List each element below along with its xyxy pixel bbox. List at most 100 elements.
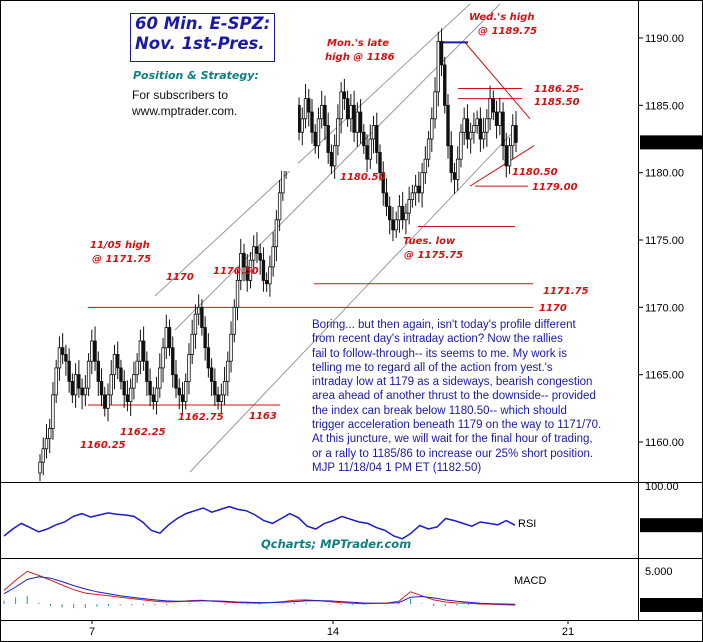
price-annotation: 1170: [166, 272, 194, 283]
candle-body: [475, 118, 479, 126]
candle-body: [310, 111, 314, 133]
candle-body: [235, 279, 240, 308]
candle-body: [119, 367, 123, 382]
chart-title-line-2: Nov. 1st-Pres.: [135, 34, 265, 53]
candle-body: [164, 327, 168, 349]
candle-body: [391, 219, 395, 231]
candle-body: [439, 40, 444, 66]
candle-body: [397, 205, 402, 221]
candle-body: [514, 125, 518, 143]
price-annotation: 1170.50: [213, 266, 259, 277]
candle-body: [174, 374, 178, 389]
candle-body: [41, 448, 45, 463]
candle-body: [420, 172, 424, 194]
candle-body: [326, 125, 330, 153]
candle-body: [384, 192, 389, 207]
candle-body: [485, 118, 489, 133]
price-axis-label: 1175.00: [645, 235, 684, 247]
rsi-last-label: 45.45: [645, 520, 673, 532]
price-axis-label: 1185.00: [645, 100, 684, 112]
price-annotation: 1180.50: [340, 172, 386, 183]
candle-body: [255, 246, 259, 254]
candle-body: [209, 367, 214, 382]
candle-body: [320, 104, 324, 120]
candle-body: [358, 111, 363, 133]
candle-body: [443, 64, 447, 106]
up-trend-line: [469, 145, 535, 187]
candle-body: [190, 333, 194, 355]
candle-body: [472, 125, 476, 133]
price-annotation: 1179.00: [532, 182, 578, 193]
candle-body: [86, 360, 91, 389]
candle-body: [452, 172, 457, 180]
candle-body: [96, 360, 100, 382]
candle-body: [151, 394, 156, 403]
candle-body: [187, 354, 191, 382]
candle-body: [103, 394, 107, 409]
source-credit: Qcharts; MPTrader.com: [261, 537, 412, 551]
commentary-line: telling me to regard all of the action f…: [312, 361, 553, 374]
price-annotation: Wed.'s high: [469, 12, 534, 23]
candle-body: [180, 394, 185, 403]
candle-body: [446, 104, 450, 147]
candle-body: [158, 367, 162, 389]
strategy-label: Position & Strategy:: [133, 69, 259, 82]
commentary-line: area ahead of another thrust to the down…: [312, 390, 596, 403]
commentary-line: MJP 11/18/04 1 PM ET (1182.50): [312, 461, 482, 474]
candle-body: [277, 192, 282, 221]
price-annotation: 1162.75: [178, 412, 224, 423]
price-annotation: @ 1171.75: [92, 254, 151, 265]
price-annotation: 1163: [249, 411, 277, 422]
price-annotation: Tues. low: [403, 236, 456, 247]
candle-body: [336, 118, 340, 147]
candle-body: [300, 118, 304, 133]
price-annotation: 1186.25-: [534, 84, 584, 95]
subscriber-note-line-2: www.mptrader.com.: [132, 104, 238, 118]
trend-channel-line: [174, 3, 501, 331]
candle-body: [388, 205, 392, 221]
candle-body: [329, 152, 334, 167]
candle-body: [365, 145, 369, 160]
x-axis-label: 21: [562, 626, 574, 638]
candle-body: [352, 104, 356, 133]
candle-body: [54, 367, 58, 396]
candle-body: [349, 104, 353, 120]
candle-body: [433, 91, 437, 120]
candle-body: [258, 253, 262, 261]
candle-body: [213, 380, 217, 396]
commentary-text: Boring... but then again, isn't today's …: [312, 318, 630, 475]
candle-body: [456, 158, 460, 180]
candle-body: [313, 131, 317, 147]
chart-title-box: 60 Min. E-SPZ: Nov. 1st-Pres.: [130, 13, 275, 62]
candle-body: [80, 387, 84, 396]
candle-body: [226, 360, 230, 382]
macd-last-box: [640, 598, 702, 612]
candle-body: [307, 98, 311, 113]
candle-body: [154, 387, 159, 402]
candle-body: [106, 394, 110, 409]
candle-body: [355, 111, 360, 133]
x-axis-label: 7: [89, 626, 95, 638]
candle-body: [491, 98, 496, 113]
candle-body: [167, 327, 172, 349]
candle-body: [371, 125, 376, 140]
candle-body: [128, 387, 133, 402]
commentary-line: trigger acceleration beneath 1179 on the…: [312, 419, 602, 432]
candle-body: [426, 138, 431, 160]
rsi-line: [3, 505, 516, 540]
candle-body: [498, 111, 502, 126]
candle-body: [203, 327, 207, 349]
trend-channel-line: [189, 129, 516, 473]
candle-body: [161, 347, 165, 369]
candle-body: [303, 98, 308, 120]
candle-body: [248, 259, 253, 281]
candle-body: [232, 306, 236, 335]
candle-body: [468, 131, 473, 140]
candle-body: [488, 98, 492, 120]
candle-body: [38, 461, 42, 474]
candle-body: [193, 313, 198, 335]
candle-body: [345, 98, 350, 120]
candle-body: [116, 354, 120, 369]
candle-body: [109, 374, 113, 396]
commentary-line: the index can break below 1180.50-- whic…: [312, 404, 567, 417]
